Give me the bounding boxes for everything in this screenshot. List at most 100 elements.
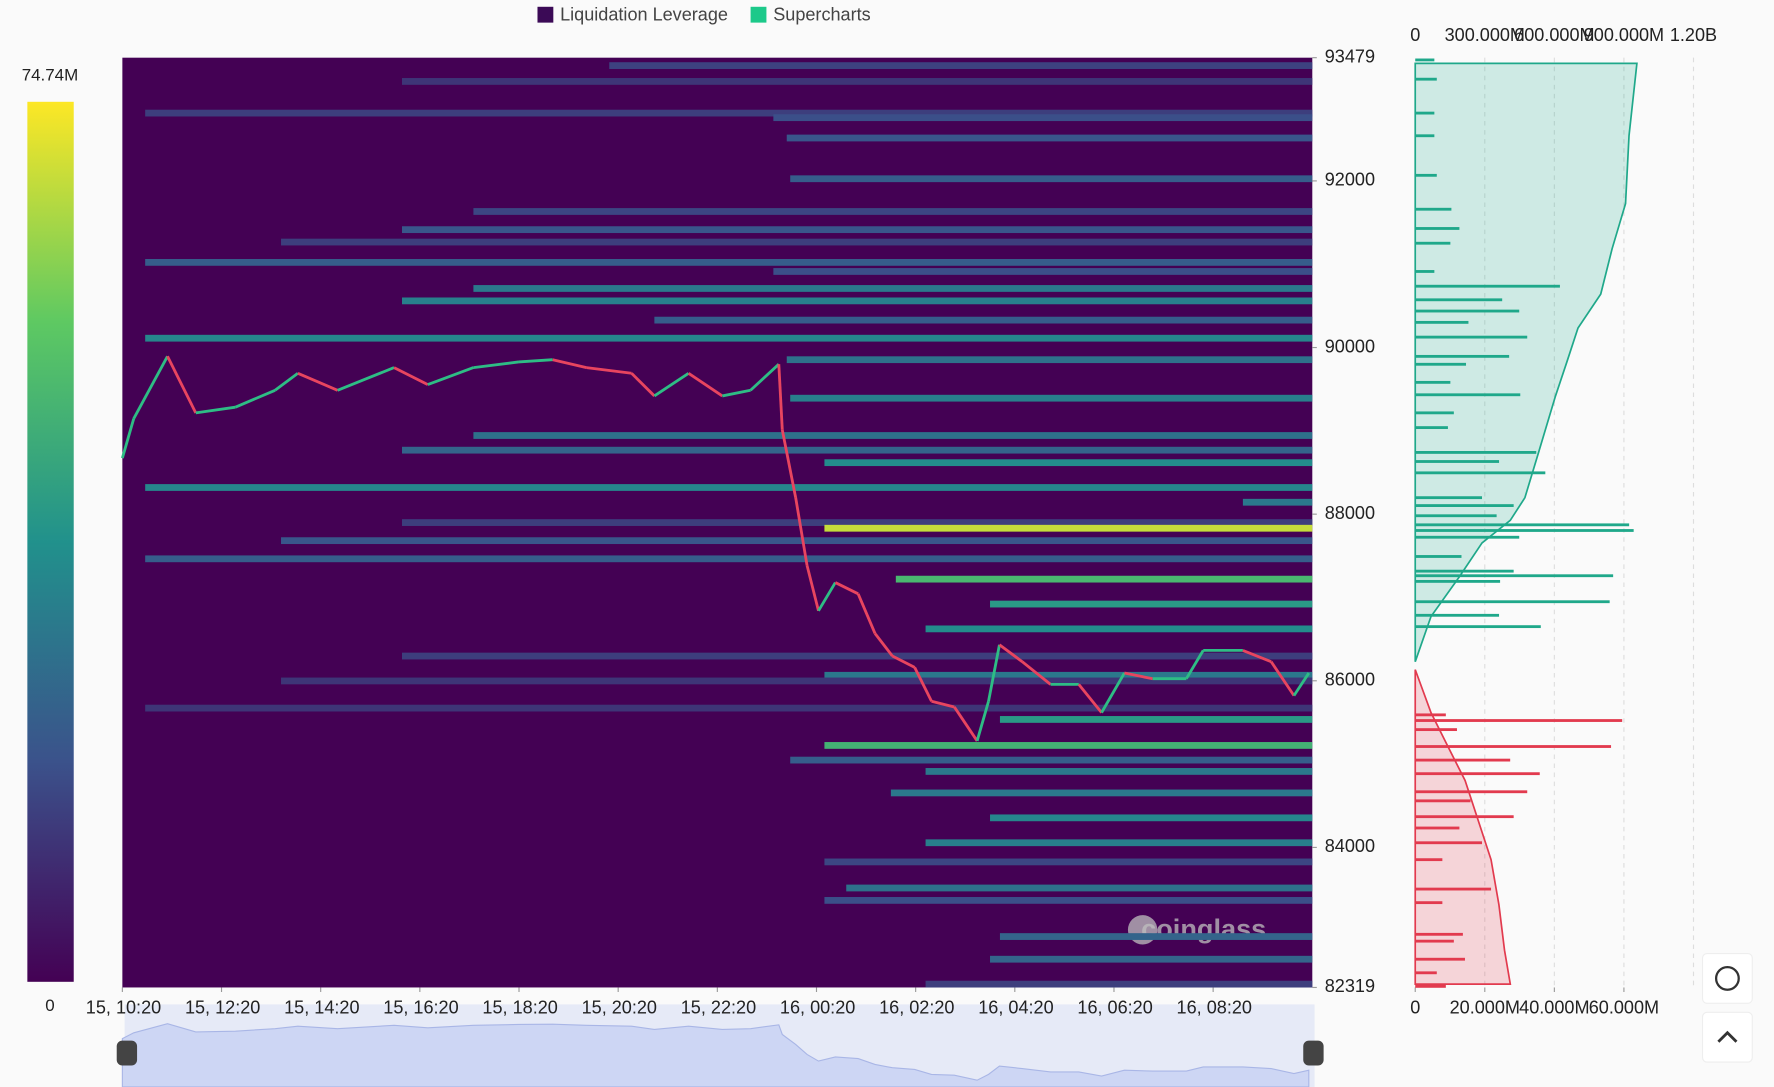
heat-band [925,980,1313,988]
profile-bar [1415,426,1448,430]
heat-band [281,238,1313,246]
heat-band [145,334,1313,342]
heat-band [145,258,1313,266]
heat-band [773,268,1313,275]
heat-band [925,768,1313,775]
price-segment [1269,660,1296,697]
navigator-handle[interactable] [1303,1040,1324,1066]
profile-bar [1415,957,1465,961]
navigator-handle[interactable] [116,1040,138,1066]
heat-band [473,208,1313,215]
price-segment [998,643,1024,663]
heat-band [846,884,1313,892]
navigator-area [121,1023,1310,1087]
price-segment [913,666,933,702]
price-segment [931,699,955,709]
price-segment [722,388,751,398]
profile-bar [1415,227,1460,230]
watermark-logo [1127,915,1158,945]
price-segment [687,372,724,398]
price-segment [297,371,339,392]
price-segment [586,366,632,375]
price-segment [780,429,798,498]
price-segment [121,418,136,459]
profile-bar [1415,713,1446,717]
top-tick-label: 300.000M [1445,25,1525,45]
x-tick-label: 16, 04:20 [978,998,1053,1018]
price-segment [953,706,979,742]
settings-button[interactable] [1701,952,1753,1004]
heat-band [925,839,1313,847]
heat-band [999,933,1313,940]
price-segment [552,358,587,369]
collapse-icon [1717,1030,1738,1043]
color-scale [27,101,74,982]
price-segment [1242,649,1272,664]
price-segment [834,581,859,596]
top-tick-label: 600.000M [1514,25,1594,45]
cumulative-area [1414,62,1638,662]
x-tick-label: 15, 14:20 [284,998,359,1018]
profile-bar [1415,284,1560,288]
profile-bar [1415,971,1437,975]
profile-bar [1415,625,1541,629]
x-tick-label: 15, 16:20 [383,998,458,1018]
x-tick-label: 15, 20:20 [582,998,657,1018]
price-segment [1185,649,1205,680]
price-segment [653,372,690,398]
y-tick-label: 93479 [1325,46,1375,66]
price-segment [166,355,198,414]
heat-band [990,814,1313,822]
heat-band [145,555,1313,563]
bottom-tick-label: 40.000M [1519,998,1589,1018]
profile-bar [1415,815,1514,819]
bottom-tick-label: 60.000M [1589,998,1659,1018]
heat-band [1242,498,1313,506]
y-tick-label: 84000 [1325,836,1375,856]
profile-bar [1415,579,1501,583]
profile-bar [1415,939,1454,943]
price-segment [393,366,429,386]
price-segment [817,581,837,612]
heat-band [402,297,1313,305]
y-tick-label: 88000 [1325,503,1375,523]
price-segment [805,565,820,612]
heat-band [281,677,1313,685]
profile-bar [1415,320,1469,324]
profile-bar [1415,529,1634,532]
x-tick-label: 16, 00:20 [780,998,855,1018]
heat-band [824,671,1313,679]
price-segment [1100,672,1126,714]
profile-bar [1415,460,1500,463]
price-segment [274,372,299,392]
profile-bar [1415,111,1435,115]
profile-bar [1415,504,1514,507]
profile-bar [1415,77,1437,81]
profile-bar [1415,58,1435,62]
profile-bar [1415,309,1520,313]
profile-bar [1415,523,1630,527]
y-tick-label: 90000 [1325,336,1375,356]
profile-bar [1415,362,1467,366]
heat-band [990,600,1313,608]
heat-band [654,316,1313,324]
y-tick-label: 82319 [1325,976,1375,996]
price-segment [794,497,809,566]
x-tick-label: 16, 02:20 [879,998,954,1018]
profile-bar [1415,241,1451,245]
profile-bar [1415,799,1471,803]
heat-band [402,446,1313,454]
profile-bar [1415,335,1528,339]
collapse-button[interactable] [1701,1011,1753,1063]
cumulative-area [1414,669,1512,985]
price-segment [1292,672,1311,697]
heat-band [609,62,1313,69]
price-segment [1077,683,1103,714]
profile-bar [1415,758,1511,762]
profile-bar [1415,600,1610,604]
profile-bar [1415,901,1443,905]
profile-bar [1415,451,1537,454]
x-tick-label: 15, 10:20 [86,998,161,1018]
profile-bar [1415,514,1497,518]
